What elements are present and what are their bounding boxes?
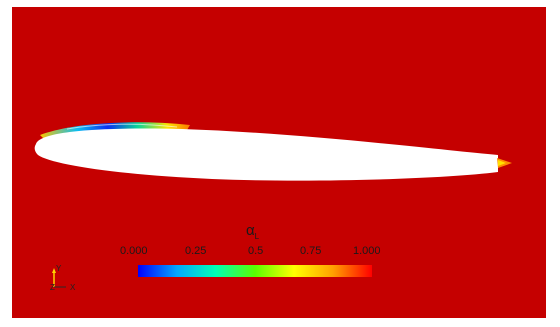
airfoil-scene — [34, 122, 512, 181]
render-viewport[interactable]: αL 0.000 0.25 0.5 0.75 1.000 Y Z X — [12, 7, 546, 318]
axis-y-label: Y — [56, 264, 62, 273]
colorbar-tick-3: 0.75 — [300, 245, 322, 257]
trailing-edge-wake-inner — [498, 160, 506, 166]
colorbar-title-symbol: α — [246, 222, 255, 239]
colorbar-title: αL — [246, 222, 259, 241]
axis-z-label: Z — [50, 283, 55, 292]
colorbar-tick-4: 1.000 — [353, 245, 381, 257]
colorbar-tick-2: 0.5 — [248, 245, 264, 257]
colorbar-tick-0: 0.000 — [120, 245, 148, 257]
cavitation-streak — [66, 123, 178, 130]
colorbar — [138, 265, 372, 277]
colorbar-title-subscript: L — [254, 232, 260, 241]
orientation-axes — [52, 268, 66, 288]
airfoil-body — [34, 128, 499, 181]
cavitation-region — [40, 122, 190, 139]
axis-x-label: X — [70, 283, 76, 292]
colorbar-tick-1: 0.25 — [185, 245, 207, 257]
